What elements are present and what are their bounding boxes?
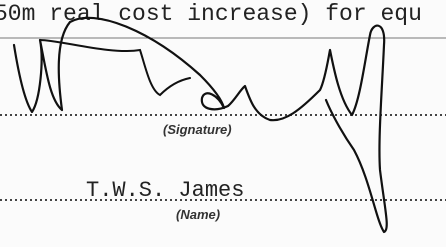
name-label: (Name)	[176, 207, 220, 222]
document-page: 50m real cost increase) for equ (Signatu…	[0, 0, 446, 247]
body-text: 50m real cost increase) for equ	[0, 1, 422, 27]
scan: 50m real cost increase) for equ (Signatu…	[0, 0, 446, 247]
signature-label: (Signature)	[163, 122, 232, 137]
